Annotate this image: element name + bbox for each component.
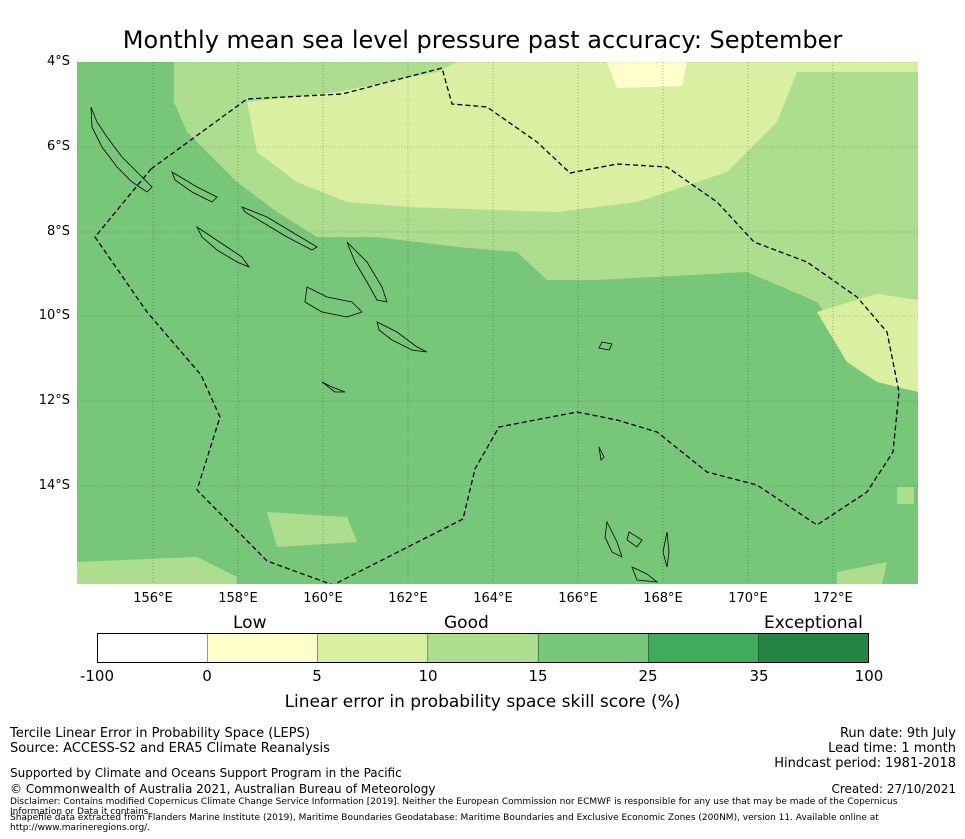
colorbar-label: Linear error in probability space skill … <box>284 692 681 712</box>
footer-copyright: © Commonwealth of Australia 2021, Austra… <box>10 782 436 796</box>
colorbar-tick: 15 <box>528 667 548 685</box>
lon-tick: 172°E <box>813 591 853 606</box>
colorbar-tick: 25 <box>638 667 658 685</box>
lon-tick: 158°E <box>218 591 258 606</box>
colorbar-segment <box>317 633 429 663</box>
lon-tick: 162°E <box>388 591 428 606</box>
colorbar-segment <box>537 633 650 663</box>
skill-zone-moderate <box>247 62 918 212</box>
footer-method: Tercile Linear Error in Probability Spac… <box>10 726 310 741</box>
lon-tick: 166°E <box>558 591 598 606</box>
colorbar <box>97 633 869 663</box>
run-date: Run date: 9th July <box>839 726 956 741</box>
skill-zone-good-patch <box>897 487 914 504</box>
skill-map <box>77 62 918 584</box>
footer-source: Source: ACCESS-S2 and ERA5 Climate Reana… <box>10 741 330 756</box>
colorbar-segment <box>648 633 760 663</box>
lat-tick: 12°S <box>38 393 70 408</box>
colorbar-segment <box>97 633 208 663</box>
lon-tick: 164°E <box>473 591 513 606</box>
colorbar-tick: 10 <box>418 667 438 685</box>
colorbar-tick: 5 <box>312 667 322 685</box>
lon-tick: 156°E <box>133 591 173 606</box>
category-low: Low <box>233 613 267 633</box>
category-exceptional: Exceptional <box>764 613 863 633</box>
category-good: Good <box>444 613 489 633</box>
lead-time: Lead time: 1 month <box>828 741 956 756</box>
shapefile-credit: Shapefile data extracted from Flanders M… <box>10 813 879 833</box>
gridlines <box>77 62 918 584</box>
lon-tick: 160°E <box>303 591 343 606</box>
hindcast-period: Hindcast period: 1981-2018 <box>774 756 956 771</box>
lat-tick: 14°S <box>38 478 70 493</box>
skill-zone-low <box>607 62 687 88</box>
colorbar-segment <box>207 633 319 663</box>
lat-tick: 4°S <box>46 54 70 69</box>
coastlines <box>90 106 670 583</box>
colorbar-segment <box>758 633 869 663</box>
lon-tick: 168°E <box>643 591 683 606</box>
skill-zone-moderate-east <box>817 294 918 392</box>
colorbar-segment <box>427 633 539 663</box>
colorbar-tick: 35 <box>749 667 769 685</box>
disclaimer: Disclaimer: Contains modified Copernicus… <box>10 797 898 817</box>
footer-support: Supported by Climate and Oceans Support … <box>10 766 402 780</box>
created-date: Created: 27/10/2021 <box>831 782 956 796</box>
lat-tick: 10°S <box>38 308 70 323</box>
lat-tick: 6°S <box>46 139 70 154</box>
lon-tick: 170°E <box>728 591 768 606</box>
colorbar-tick: 0 <box>202 667 212 685</box>
skill-zone-good-southwest <box>77 557 237 584</box>
skill-zone-good-south <box>267 512 357 547</box>
chart-title: Monthly mean sea level pressure past acc… <box>122 26 843 54</box>
lat-tick: 8°S <box>46 224 70 239</box>
eez-boundary <box>94 67 900 584</box>
colorbar-tick: 100 <box>854 667 884 685</box>
colorbar-tick: -100 <box>79 667 115 685</box>
skill-zone-good-southeast <box>837 562 887 584</box>
